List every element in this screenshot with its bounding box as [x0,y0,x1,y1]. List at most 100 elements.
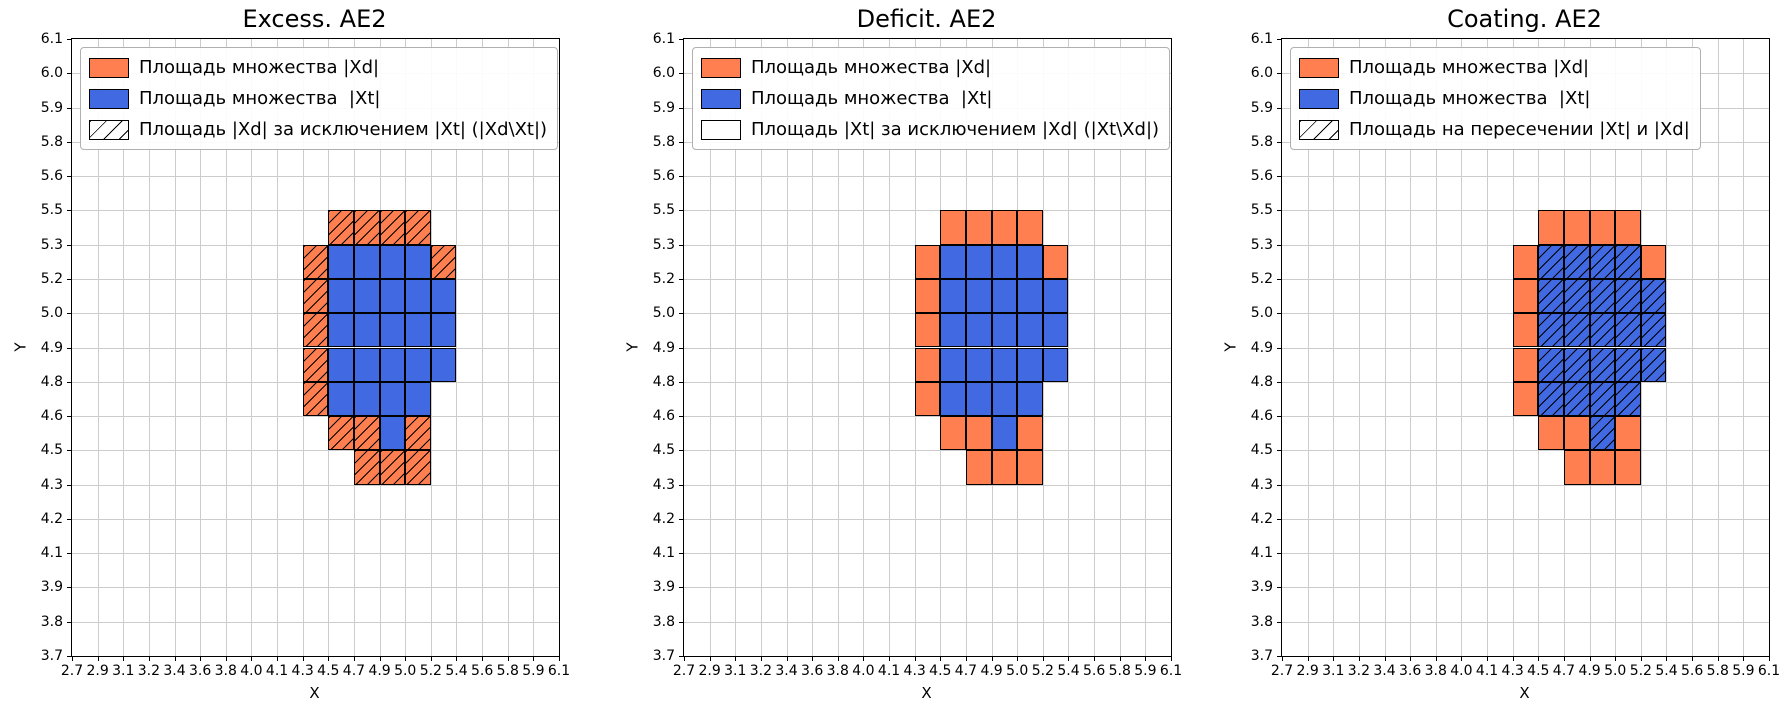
cell-xd [1042,244,1069,279]
y-tick-label: 4.5 [652,442,675,459]
y-tick-label: 6.1 [40,31,63,47]
x-axis-label: X [1519,684,1530,702]
cell-xt [405,278,431,314]
legend-swatch-xt [701,88,741,109]
cell-xt [1589,416,1616,451]
legend-swatch-xt [1299,88,1339,109]
y-tick-mark [67,656,72,657]
x-tick-mark [1068,656,1070,661]
legend-entry: Площадь множества |Xd| [1299,52,1690,83]
y-tick-mark [679,39,684,40]
y-tick-label: 5.5 [1250,202,1273,219]
cell-xd [1512,313,1539,348]
y-tick-mark [679,347,684,349]
cell-xt [379,347,406,382]
y-tick-mark [679,313,684,315]
x-tick-label: 5.6 [1680,663,1704,679]
cell-xt [1640,313,1667,348]
cell-xt [353,381,380,417]
y-tick-mark [1277,244,1282,246]
gridline-horizontal [72,416,559,418]
x-tick-label: 3.6 [1399,663,1422,679]
x-tick-label: 5.0 [1604,663,1627,679]
x-tick-mark [1512,656,1514,661]
y-tick-label: 4.6 [40,408,63,425]
y-tick-label: 4.1 [1250,545,1273,562]
x-tick-label: 5.0 [1006,663,1029,679]
y-tick-label: 5.2 [1250,270,1273,287]
cell-xt [379,313,406,348]
x-tick-label: 2.9 [698,663,721,679]
cell-xd [1615,450,1641,485]
cell-xt [1538,313,1564,348]
x-tick-label: 4.0 [852,663,875,679]
legend-label: Площадь множества |Xt| [1349,88,1591,109]
cell-xt [1538,278,1564,314]
x-tick-label: 3.1 [112,663,135,679]
legend-swatch-hatch [89,119,129,140]
cell-xt [965,313,992,348]
x-tick-label: 4.7 [1552,663,1576,679]
cell-xd [1589,450,1616,485]
x-tick-label: 2.7 [60,663,84,679]
cell-xd [353,450,380,485]
y-tick-mark [679,587,684,589]
y-tick-mark [679,518,684,520]
x-tick-mark [225,656,227,661]
legend-swatch-xd [1299,57,1339,78]
y-tick-mark [1277,278,1282,280]
cell-xt [1563,244,1590,279]
cell-xt [1538,244,1564,279]
y-tick-label: 5.0 [40,305,63,322]
cell-xt [1640,278,1667,314]
x-tick-label: 4.7 [954,663,978,679]
x-tick-mark [1666,656,1668,661]
cell-xd [1512,244,1539,279]
cell-xt [1589,381,1616,417]
x-tick-label: 4.1 [877,663,901,679]
x-tick-mark [812,656,814,661]
x-tick-label: 5.9 [1134,663,1157,679]
y-tick-label: 4.8 [652,373,675,390]
cell-xt [353,347,380,382]
y-tick-mark [67,176,72,178]
y-tick-label: 5.9 [652,99,675,116]
cell-xt [1017,347,1043,382]
y-tick-label: 6.1 [1250,31,1273,47]
x-tick-label: 6.1 [1757,663,1781,679]
y-tick-mark [67,210,72,212]
y-tick-label: 3.7 [40,648,63,664]
x-tick-label: 3.4 [1373,663,1396,679]
cell-xd [1615,210,1641,245]
cell-xt [1640,347,1667,382]
y-tick-label: 5.9 [1250,99,1273,116]
y-tick-mark [679,278,684,280]
y-tick-mark [67,73,72,75]
x-tick-label: 4.5 [317,663,340,679]
x-tick-label: 5.9 [522,663,545,679]
x-tick-label: 5.4 [1057,663,1080,679]
x-tick-label: 5.8 [1108,663,1131,679]
y-tick-label: 4.2 [1250,510,1273,527]
y-tick-mark [67,450,72,452]
x-tick-mark [760,656,762,661]
legend-swatch-hatch [1299,119,1339,140]
cell-xt [328,313,354,348]
y-tick-mark [1277,381,1282,383]
x-axis-label: X [921,684,932,702]
cell-xt [1589,278,1616,314]
cell-xd [991,210,1018,245]
y-tick-mark [679,107,684,109]
cell-xd [379,210,406,245]
y-tick-label: 5.0 [1250,305,1273,322]
cell-xd [940,416,966,451]
cell-xt [379,244,406,279]
y-tick-label: 6.0 [652,65,675,82]
y-tick-mark [67,381,72,383]
legend-label: Площадь множества |Xd| [139,57,380,78]
y-tick-label: 3.8 [1250,613,1273,630]
x-tick-label: 4.5 [1527,663,1550,679]
x-tick-label: 3.6 [801,663,824,679]
gridline-horizontal [684,450,1171,452]
cell-xt [353,278,380,314]
